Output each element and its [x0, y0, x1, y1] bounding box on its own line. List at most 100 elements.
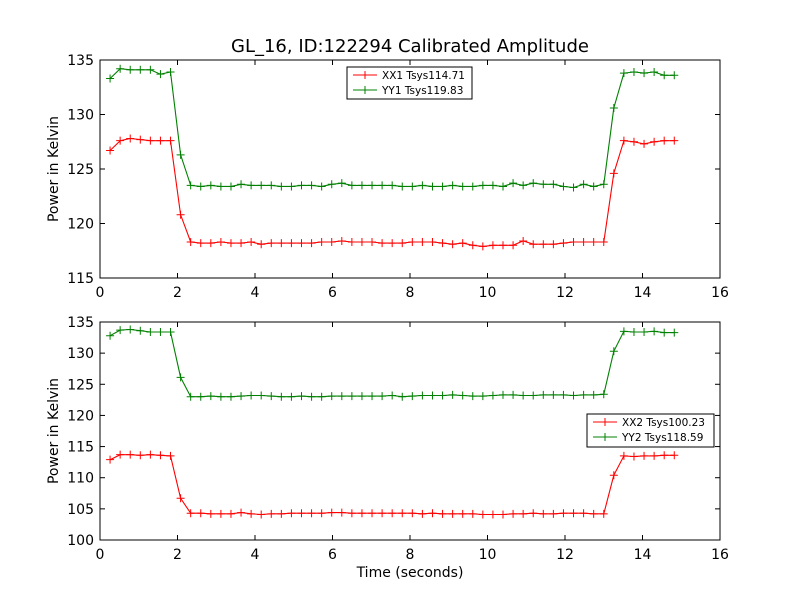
y-tick-label: 130 [67, 108, 94, 124]
data-point [559, 390, 568, 399]
data-point [156, 327, 165, 336]
data-point [368, 509, 377, 518]
legend-label: XX1 Tsys114.71 [382, 70, 465, 82]
data-point [378, 392, 387, 401]
chart-title: GL_16, ID:122294 Calibrated Amplitude [231, 36, 589, 57]
x-tick-label: 0 [96, 285, 105, 301]
data-point [509, 179, 518, 188]
data-point [357, 238, 366, 247]
y-tick-label: 115 [67, 440, 94, 456]
x-tick-label: 16 [711, 285, 729, 301]
data-point [327, 508, 336, 517]
data-point [438, 391, 447, 400]
data-point [347, 238, 356, 247]
data-point [428, 509, 437, 518]
data-point [317, 238, 326, 247]
y-axis-label: Power in Kelvin [46, 116, 62, 222]
x-axis-label: Time (seconds) [356, 565, 464, 581]
data-point [408, 509, 417, 518]
x-tick-label: 6 [328, 547, 337, 563]
data-point [660, 451, 669, 460]
data-point [277, 509, 286, 518]
data-point [438, 182, 447, 191]
data-point [539, 180, 548, 189]
x-tick-label: 6 [328, 285, 337, 301]
data-point [257, 181, 266, 190]
data-point [186, 509, 195, 518]
data-point [408, 182, 417, 191]
data-point [499, 510, 507, 519]
data-point [539, 240, 548, 249]
data-point [257, 240, 266, 249]
data-point [146, 450, 155, 459]
data-point [660, 136, 669, 145]
y-axis-label: Power in Kelvin [46, 378, 62, 484]
data-point [156, 136, 165, 145]
data-point [529, 391, 538, 400]
data-point [297, 181, 306, 190]
data-point [126, 65, 135, 74]
data-point [297, 392, 306, 401]
data-point [579, 238, 588, 247]
y-tick-label: 130 [67, 346, 94, 362]
legend: XX1 Tsys114.71 YY1 Tsys119.83 [346, 66, 473, 100]
data-point [650, 67, 659, 76]
data-point [488, 391, 497, 400]
data-point [609, 169, 618, 178]
data-point [629, 327, 638, 336]
data-point [660, 328, 669, 337]
y-tick-label: 125 [67, 162, 94, 178]
data-point [126, 134, 135, 143]
data-point [458, 182, 467, 191]
data-point [509, 241, 518, 250]
data-point [478, 181, 487, 190]
legend-label: XX2 Tsys100.23 [622, 417, 705, 429]
y-tick-label: 135 [67, 315, 94, 331]
data-point [378, 509, 387, 518]
data-point [670, 451, 679, 460]
series-2-2 [106, 325, 679, 401]
data-point [418, 181, 427, 190]
data-point [589, 390, 598, 399]
data-point [418, 509, 427, 518]
data-point [287, 509, 296, 518]
data-point [176, 150, 185, 159]
data-point [216, 182, 225, 191]
data-point [650, 451, 659, 460]
data-point [468, 509, 477, 518]
data-point [589, 509, 598, 518]
data-point [237, 239, 246, 248]
data-point [337, 508, 346, 517]
x-tick-label: 12 [556, 547, 574, 563]
data-point [629, 67, 638, 76]
data-point [347, 181, 356, 190]
data-point [287, 182, 296, 191]
data-point [499, 241, 507, 250]
data-point [609, 347, 618, 356]
data-point [176, 210, 185, 219]
data-point [428, 391, 437, 400]
data-point [368, 238, 377, 247]
data-point [307, 392, 316, 401]
data-point [337, 236, 346, 245]
data-point [196, 509, 205, 518]
data-point [650, 137, 659, 146]
data-point [237, 508, 246, 517]
data-point [116, 450, 125, 459]
data-point [106, 455, 115, 464]
legend: XX2 Tsys100.23 YY2 Tsys118.59 [586, 413, 715, 448]
data-point [640, 327, 649, 336]
x-tick-label: 10 [479, 547, 497, 563]
x-tick-label: 4 [251, 285, 260, 301]
data-point [509, 390, 518, 399]
data-point [438, 509, 447, 518]
data-point [126, 450, 135, 459]
data-point [368, 392, 377, 401]
x-tick-label: 8 [406, 285, 415, 301]
data-point [398, 239, 407, 248]
data-point [317, 392, 326, 401]
data-point [398, 509, 407, 518]
data-point [408, 392, 417, 401]
